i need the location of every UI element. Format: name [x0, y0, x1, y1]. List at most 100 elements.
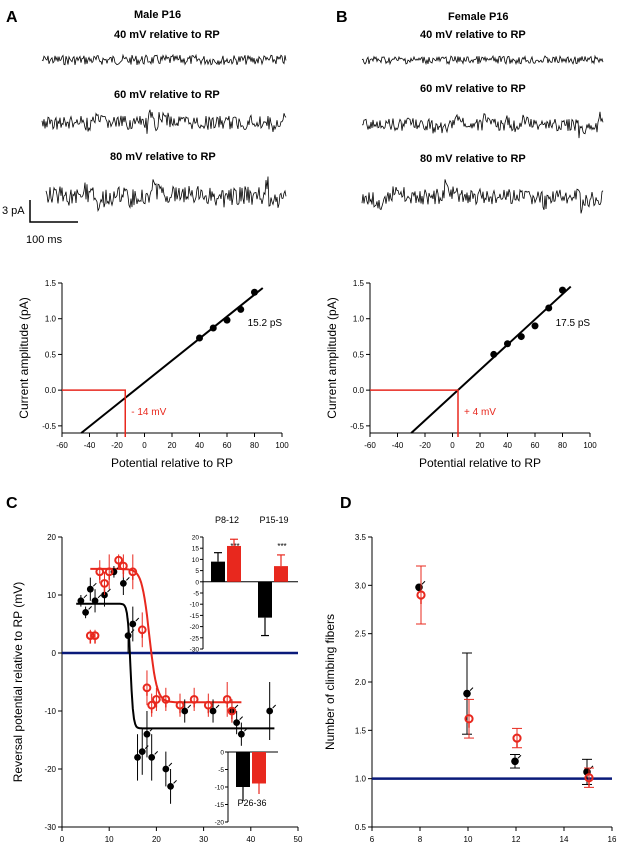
male-symbol-arrow — [234, 704, 239, 709]
male-point — [463, 689, 471, 698]
data-point — [196, 334, 203, 342]
y-tick-label: 0.5 — [353, 350, 365, 359]
panel-letter-b: B — [336, 9, 348, 26]
male-symbol-arrow — [88, 606, 92, 610]
inset-y-tick-label: 5 — [195, 568, 199, 575]
male-point — [148, 754, 156, 761]
panel-letter-d: D — [340, 495, 352, 512]
inset2-bar — [236, 752, 250, 787]
inset-y-tick-label: -30 — [190, 647, 200, 654]
male-point — [138, 748, 146, 755]
y-tick-label: 2.0 — [355, 678, 367, 687]
x-tick-label: 16 — [608, 835, 617, 844]
y-tick-label: 0.0 — [45, 386, 57, 395]
inset-y-tick-label: -5 — [193, 591, 199, 598]
iv-female-chart: -0.5 0.0 0.5 1.0 1.5 -60 -40 -20 0 20 40 60 80 100 Pot… — [325, 279, 597, 470]
female-point — [142, 683, 152, 693]
male-point — [129, 620, 137, 628]
inset2-y-tick-label: -20 — [215, 820, 225, 827]
panel-b-traces — [361, 54, 604, 214]
x-axis-label: Potential relative to RP — [111, 456, 233, 470]
male-point — [91, 597, 99, 605]
climbing-fiber-chart: 0.51.01.52.02.53.03.56810121416Age (days… — [323, 533, 617, 844]
data-point — [504, 340, 511, 348]
data-point — [531, 322, 539, 330]
panel-a-trace-label-1: 40 mV relative to RP — [114, 29, 220, 41]
inset-y-tick-label: 10 — [192, 557, 200, 564]
y-tick-label: -10 — [44, 707, 56, 716]
panel-a-title: Male P16 — [134, 9, 181, 21]
data-point — [251, 288, 258, 296]
male-symbol-arrow — [272, 704, 277, 709]
y-tick-label: 1.0 — [45, 315, 57, 324]
x-tick-label: 80 — [250, 441, 259, 450]
female-point — [128, 567, 138, 577]
male-symbol-arrow — [469, 687, 474, 691]
panel-b-title: Female P16 — [448, 11, 509, 23]
reversal-label: + 4 mV — [464, 407, 496, 418]
x-axis-label: Potential relative to RP — [419, 456, 541, 470]
x-tick-label: 12 — [512, 835, 521, 844]
male-point — [162, 765, 170, 773]
male-point — [209, 707, 217, 715]
x-tick-label: -20 — [111, 441, 123, 450]
panel-a-trace-label-3: 80 mV relative to RP — [110, 151, 216, 163]
female-fit — [90, 567, 242, 704]
female-point — [104, 567, 114, 577]
trace-a-80mv — [45, 176, 287, 212]
x-tick-label: 60 — [531, 441, 540, 450]
x-tick-label: -60 — [56, 441, 68, 450]
x-tick-label: 6 — [370, 835, 375, 844]
inset-bar — [227, 545, 241, 582]
male-fit — [76, 602, 275, 730]
inset-category-label: P15-19 — [259, 515, 288, 525]
conductance-label: 15.2 pS — [248, 318, 283, 329]
y-tick-label: -0.5 — [42, 422, 56, 431]
female-point — [95, 567, 105, 577]
y-axis-label: Reversal potential relative to RP (mV) — [11, 582, 25, 783]
male-point — [237, 730, 245, 738]
y-tick-label: 1.5 — [353, 279, 365, 288]
x-tick-label: -60 — [364, 441, 376, 450]
female-point — [137, 625, 147, 635]
x-tick-label: 40 — [503, 441, 512, 450]
x-tick-label: 20 — [152, 835, 161, 844]
y-tick-label: 1.5 — [355, 726, 367, 735]
scale-bar-x-label: 100 ms — [26, 234, 63, 246]
inset-y-tick-label: -20 — [190, 624, 200, 631]
y-tick-label: 0.5 — [355, 823, 367, 832]
panel-letter-c: C — [6, 495, 18, 512]
data-point — [545, 304, 553, 312]
inset-y-tick-label: -15 — [190, 613, 200, 620]
x-tick-label: 0 — [142, 441, 147, 450]
inset2-bar — [252, 752, 266, 784]
male-symbol-arrow — [126, 577, 130, 581]
reversal-marker — [370, 389, 459, 437]
trace-a-40mv — [41, 53, 287, 66]
male-point — [77, 597, 85, 605]
y-axis-label: Current amplitude (pA) — [17, 297, 31, 418]
male-point — [167, 783, 174, 790]
conductance-label: 17.5 pS — [556, 318, 591, 329]
trace-a-60mv — [41, 109, 287, 134]
y-tick-label: 1.5 — [45, 279, 57, 288]
panel-b-trace-label-1: 40 mV relative to RP — [420, 29, 526, 41]
inset-y-tick-label: -25 — [190, 635, 200, 642]
male-point — [82, 609, 89, 616]
y-tick-label: -30 — [44, 823, 56, 832]
inset-y-tick-label: -10 — [190, 602, 200, 609]
significance-label: *** — [277, 542, 286, 551]
male-symbol-arrow — [168, 762, 173, 767]
inset-y-tick-label: 0 — [195, 579, 199, 586]
y-tick-label: 10 — [47, 591, 56, 600]
y-tick-label: 3.5 — [355, 533, 367, 542]
male-symbol-arrow — [215, 704, 220, 709]
panel-b-trace-label-2: 60 mV relative to RP — [420, 83, 526, 95]
male-point — [134, 754, 141, 761]
male-point — [86, 585, 94, 593]
male-symbol-arrow — [149, 727, 154, 732]
male-symbol-arrow — [92, 582, 97, 587]
panel-a-trace-label-2: 60 mV relative to RP — [114, 89, 220, 101]
female-point — [90, 631, 100, 640]
